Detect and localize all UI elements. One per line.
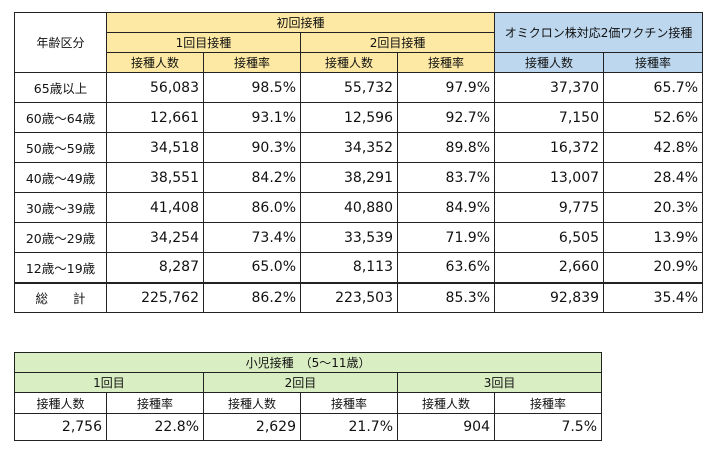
child-vaccination-table: 小児接種 （5～11歳） 1回目 2回目 3回目 接種人数 接種率 接種人数 接… <box>13 352 603 441</box>
initial-vaccination-header: 初回接種 <box>105 12 496 33</box>
total-row: 総 計 225,762 86.2% 223,503 85.3% 92,839 3… <box>14 281 704 313</box>
omicron-count: 13,007 <box>494 162 605 193</box>
omicron-count: 92,839 <box>494 281 605 313</box>
omicron-count-header: 接種人数 <box>494 52 605 73</box>
dose2-count: 223,503 <box>300 281 398 313</box>
child-dose3-rate-header: 接種率 <box>493 392 603 414</box>
dose1-count-header: 接種人数 <box>106 52 204 73</box>
dose1-count: 41,408 <box>106 192 204 223</box>
row-label: 65歳以上 <box>14 72 107 103</box>
dose1-count: 34,518 <box>106 132 204 163</box>
dose2-count: 34,352 <box>300 132 398 163</box>
dose1-rate: 65.0% <box>203 252 301 283</box>
omicron-rate: 42.8% <box>603 132 704 163</box>
dose2-count-header: 接種人数 <box>300 52 398 73</box>
table-row: 2,756 22.8% 2,629 21.7% 904 7.5% <box>14 413 603 441</box>
dose1-rate: 84.2% <box>203 162 301 193</box>
dose2-rate: 71.9% <box>396 222 496 253</box>
table-row: 65歳以上 56,083 98.5% 55,732 97.9% 37,370 6… <box>14 72 704 103</box>
dose1-count: 8,287 <box>106 252 204 283</box>
child-dose1-header: 1回目 <box>14 372 204 393</box>
omicron-count: 6,505 <box>494 222 605 253</box>
dose2-count: 38,291 <box>300 162 398 193</box>
table-row: 60歳～64歳 12,661 93.1% 12,596 92.7% 7,150 … <box>14 102 704 133</box>
row-label: 50歳～59歳 <box>14 132 107 163</box>
table-row: 40歳～49歳 38,551 84.2% 38,291 83.7% 13,007… <box>14 162 704 193</box>
omicron-rate: 52.6% <box>603 102 704 133</box>
dose2-count: 12,596 <box>300 102 398 133</box>
dose2-rate: 63.6% <box>396 252 496 283</box>
dose2-rate: 92.7% <box>396 102 496 133</box>
dose1-rate: 98.5% <box>203 72 301 103</box>
child-table-title: 小児接種 （5～11歳） <box>13 352 603 373</box>
age-group-header: 年齢区分 <box>14 12 107 73</box>
dose1-rate: 73.4% <box>203 222 301 253</box>
dose2-count: 8,113 <box>300 252 398 283</box>
child-dose2-count-header: 接種人数 <box>203 392 301 414</box>
dose1-header: 1回目接種 <box>106 32 301 53</box>
child-dose1-count: 2,756 <box>14 413 107 441</box>
row-label: 40歳～49歳 <box>14 162 107 193</box>
omicron-rate: 65.7% <box>603 72 704 103</box>
omicron-count: 7,150 <box>494 102 605 133</box>
child-dose2-rate-header: 接種率 <box>300 392 398 414</box>
omicron-count: 37,370 <box>494 72 605 103</box>
row-label: 60歳～64歳 <box>14 102 107 133</box>
omicron-rate: 20.3% <box>603 192 704 223</box>
dose1-rate-header: 接種率 <box>203 52 301 73</box>
dose1-rate: 86.0% <box>203 192 301 223</box>
row-label: 30歳～39歳 <box>14 192 107 223</box>
total-label: 総 計 <box>14 281 107 313</box>
row-label: 12歳～19歳 <box>14 252 107 283</box>
child-dose2-count: 2,629 <box>203 413 301 441</box>
child-dose1-count-header: 接種人数 <box>14 392 107 414</box>
dose2-count: 33,539 <box>300 222 398 253</box>
dose2-count: 55,732 <box>300 72 398 103</box>
dose1-count: 12,661 <box>106 102 204 133</box>
child-dose3-rate: 7.5% <box>493 413 603 441</box>
omicron-count: 9,775 <box>494 192 605 223</box>
child-dose3-count: 904 <box>397 413 495 441</box>
dose2-rate: 84.9% <box>396 192 496 223</box>
dose1-count: 56,083 <box>106 72 204 103</box>
row-label: 20歳～29歳 <box>14 222 107 253</box>
omicron-rate: 20.9% <box>603 252 704 283</box>
omicron-rate: 13.9% <box>603 222 704 253</box>
child-dose2-header: 2回目 <box>203 372 398 393</box>
omicron-count: 16,372 <box>494 132 605 163</box>
child-dose1-rate: 22.8% <box>106 413 204 441</box>
omicron-count: 2,660 <box>494 252 605 283</box>
omicron-rate: 28.4% <box>603 162 704 193</box>
child-dose1-rate-header: 接種率 <box>106 392 204 414</box>
omicron-bivalent-header: オミクロン株対応2価ワクチン接種 <box>494 12 704 53</box>
dose2-rate: 89.8% <box>396 132 496 163</box>
table-row: 50歳～59歳 34,518 90.3% 34,352 89.8% 16,372… <box>14 132 704 163</box>
dose2-rate: 85.3% <box>396 281 496 313</box>
table-row: 30歳～39歳 41,408 86.0% 40,880 84.9% 9,775 … <box>14 192 704 223</box>
dose2-rate: 83.7% <box>396 162 496 193</box>
dose2-header: 2回目接種 <box>299 32 496 53</box>
dose1-count: 38,551 <box>106 162 204 193</box>
dose2-rate: 97.9% <box>396 72 496 103</box>
child-dose3-count-header: 接種人数 <box>397 392 495 414</box>
child-dose3-header: 3回目 <box>396 372 603 393</box>
omicron-rate-header: 接種率 <box>603 52 704 73</box>
dose2-count: 40,880 <box>300 192 398 223</box>
child-dose2-rate: 21.7% <box>300 413 398 441</box>
vaccination-by-age-table: 年齢区分 初回接種 オミクロン株対応2価ワクチン接種 1回目接種 2回目接種 接… <box>14 12 704 313</box>
dose1-count: 34,254 <box>106 222 204 253</box>
dose1-count: 225,762 <box>106 281 204 313</box>
dose1-rate: 90.3% <box>203 132 301 163</box>
table-row: 12歳～19歳 8,287 65.0% 8,113 63.6% 2,660 20… <box>14 252 704 283</box>
table-row: 20歳～29歳 34,254 73.4% 33,539 71.9% 6,505 … <box>14 222 704 253</box>
omicron-rate: 35.4% <box>603 281 704 313</box>
dose1-rate: 93.1% <box>203 102 301 133</box>
dose1-rate: 86.2% <box>203 281 301 313</box>
dose2-rate-header: 接種率 <box>396 52 496 73</box>
